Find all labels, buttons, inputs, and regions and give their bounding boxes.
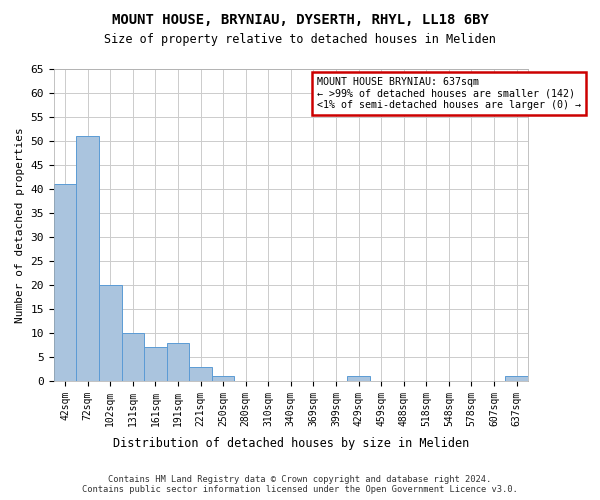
Bar — [347, 376, 370, 381]
X-axis label: Distribution of detached houses by size in Meliden: Distribution of detached houses by size … — [113, 437, 469, 450]
Text: MOUNT HOUSE, BRYNIAU, DYSERTH, RHYL, LL18 6BY: MOUNT HOUSE, BRYNIAU, DYSERTH, RHYL, LL1… — [112, 12, 488, 26]
Y-axis label: Number of detached properties: Number of detached properties — [15, 127, 25, 323]
Bar — [189, 366, 212, 381]
Bar — [167, 342, 189, 381]
Bar — [505, 376, 528, 381]
Text: Contains HM Land Registry data © Crown copyright and database right 2024.
Contai: Contains HM Land Registry data © Crown c… — [82, 474, 518, 494]
Bar — [76, 136, 99, 381]
Bar — [54, 184, 76, 381]
Text: MOUNT HOUSE BRYNIAU: 637sqm
← >99% of detached houses are smaller (142)
<1% of s: MOUNT HOUSE BRYNIAU: 637sqm ← >99% of de… — [317, 77, 581, 110]
Bar — [99, 285, 122, 381]
Bar — [212, 376, 235, 381]
Bar — [144, 348, 167, 381]
Text: Size of property relative to detached houses in Meliden: Size of property relative to detached ho… — [104, 32, 496, 46]
Bar — [122, 333, 144, 381]
